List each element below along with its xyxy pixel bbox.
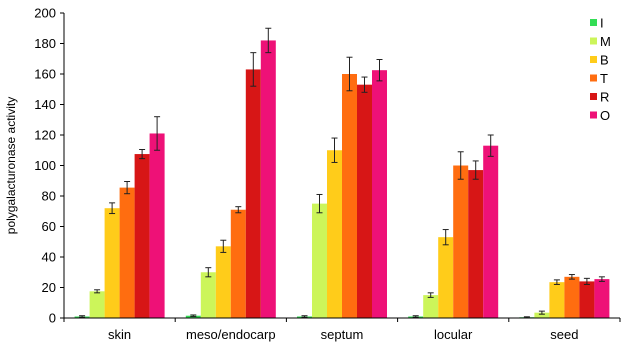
y-tick-label: 80 [42,189,56,204]
error-bar-B-meso-endocarp [220,239,227,253]
bar-O-skin [149,133,165,318]
y-tick-label: 40 [42,250,56,265]
bar-R-meso-endocarp [245,69,261,319]
bar-T-skin [119,187,135,318]
legend-item-O: O [590,108,610,123]
y-tick-label: 200 [34,6,56,21]
category-label: locular [434,327,473,342]
bar-O-septum [372,70,387,318]
y-tick-label: 180 [34,36,56,51]
bar-R-locular [468,170,484,318]
error-bar-T-skin [124,181,131,195]
y-tick-label: 140 [34,97,56,112]
legend-item-T: T [590,71,608,86]
legend-label: M [600,34,611,49]
bar-T-locular [453,165,469,318]
error-bar-B-septum [331,137,338,163]
bar-M-skin [89,291,105,318]
bar-B-seed [549,282,565,318]
error-bar-M-meso-endocarp [205,267,212,278]
legend-swatch [590,37,597,45]
bar-O-locular [483,145,499,318]
legend-swatch [590,19,597,26]
bar-M-seed [534,312,550,318]
error-bar-R-locular [472,160,479,180]
legend-item-B: B [590,53,609,68]
bar-B-locular [438,237,454,318]
category-labels: skin meso/endocarp septum locular seed [108,327,578,342]
legend-label: R [600,90,609,105]
legend-swatch [590,74,597,82]
error-bar-T-meso-endocarp [235,206,242,214]
legend-label: B [600,53,609,68]
category-label: meso/endocarp [186,327,276,342]
error-bar-T-septum [346,56,353,92]
error-bar-I-locular [412,315,419,318]
error-bar-O-meso-endocarp [265,27,272,54]
legend-label: I [600,16,604,31]
category-label: seed [550,327,578,342]
bar-T-septum [342,74,357,318]
error-bar-M-seed [538,310,545,315]
error-bar-R-skin [139,148,146,160]
bar-R-skin [134,154,150,318]
bar-B-septum [327,150,342,318]
bar-B-skin [104,208,120,318]
error-bar-M-locular [427,292,434,298]
error-bar-B-seed [553,279,560,285]
legend-label: O [600,108,610,123]
bar-B-meso-endocarp [215,246,231,318]
bar-R-septum [357,84,372,318]
y-tick-label: 160 [34,67,56,82]
category-label: skin [108,327,131,342]
legend-item-R: R [590,90,609,105]
category-label: septum [321,327,364,342]
y-tick-label: 60 [42,219,56,234]
error-bar-B-locular [442,229,449,246]
error-bar-R-seed [583,277,590,285]
error-bar-O-skin [154,116,161,151]
error-bar-O-septum [376,59,383,82]
bar-O-meso-endocarp [260,40,276,318]
legend-swatch [590,111,597,119]
error-bar-I-septum [301,315,308,318]
legend-item-I: I [590,16,604,31]
bar-T-seed [564,276,580,318]
bar-R-seed [579,281,595,318]
bar-O-seed [594,279,610,318]
error-bar-O-locular [487,134,494,157]
error-bar-I-skin [79,315,86,318]
bar-M-meso-endocarp [200,272,216,318]
error-bar-I-meso-endocarp [190,314,197,317]
legend-swatch [590,56,597,63]
y-tick-label: 20 [42,280,56,295]
bars-layer [74,27,610,319]
y-tick-label: 120 [34,128,56,143]
y-tick-label: 0 [49,311,56,326]
error-bar-R-septum [361,76,368,93]
error-bar-B-skin [109,202,116,215]
error-bar-T-seed [568,274,575,280]
y-tick-label: 100 [34,158,56,173]
error-bar-R-meso-endocarp [250,52,257,87]
error-bar-T-locular [457,151,464,180]
y-axis-title: polygalacturonase activity [4,97,18,234]
legend-swatch [590,93,597,100]
error-bar-M-skin [94,289,101,294]
legend-label: T [600,71,608,86]
error-bar-O-seed [598,276,605,282]
bar-M-locular [423,295,439,319]
y-ticks: 0 20 40 60 80 100 120 140 160 180 200 [34,6,621,326]
bar-T-meso-endocarp [230,209,246,318]
bar-M-septum [312,203,327,319]
legend-item-M: M [590,34,611,49]
error-bar-M-septum [316,193,323,214]
